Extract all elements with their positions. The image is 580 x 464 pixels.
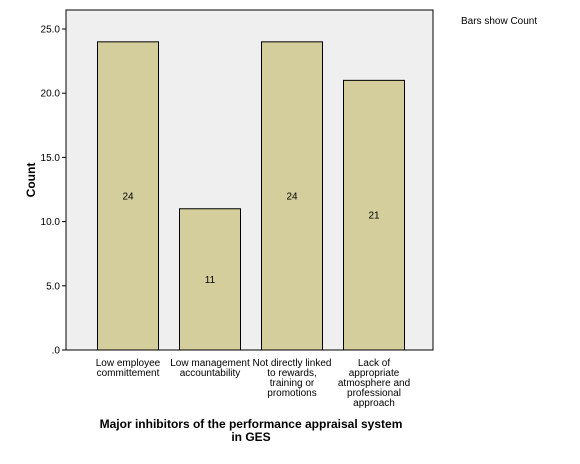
bar-value-label: 21 — [368, 211, 380, 222]
x-axis-title: Major inhibitors of the performance appr… — [100, 417, 403, 444]
x-category-label: Not directly linked to rewards, training o… — [253, 358, 332, 399]
y-axis: .0 5.0 10.0 15.0 20.0 25.0 — [41, 10, 67, 357]
y-tick-label: 10.0 — [41, 217, 61, 228]
chart-note: Bars show Count — [461, 16, 537, 27]
bars: 24 11 24 21 — [97, 41, 405, 351]
y-tick-label: 25.0 — [41, 25, 61, 36]
bar — [343, 79, 405, 351]
x-axis-categories: Low employee committement Low management ac… — [96, 358, 410, 409]
bar-value-label: 11 — [205, 275, 216, 286]
bar-value-label: 24 — [286, 191, 298, 202]
bar-value-label: 24 — [122, 191, 134, 202]
y-tick-label: 20.0 — [41, 89, 61, 100]
x-category-label: Low employee committement — [96, 358, 161, 379]
x-category-label: Low management accountability — [170, 358, 250, 379]
bar — [179, 208, 241, 351]
bar — [97, 41, 159, 351]
bar — [261, 41, 323, 351]
y-axis-title: Count — [24, 163, 38, 198]
x-category-label: Lack of appropriate atmosphere and professi… — [338, 358, 410, 409]
y-tick-label: .0 — [52, 346, 61, 357]
y-tick-label: 15.0 — [41, 153, 61, 164]
y-tick-label: 5.0 — [46, 281, 60, 292]
